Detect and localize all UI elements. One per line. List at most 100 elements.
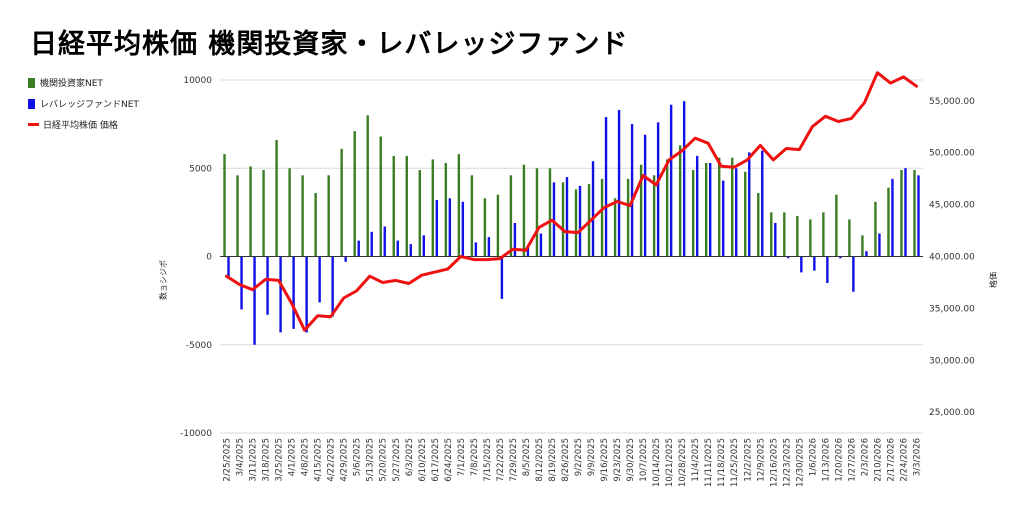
bar-inst [691,170,695,257]
x-tick-label: 12/30/2025 [795,438,805,487]
x-tick-label: 4/29/2025 [340,438,350,482]
bar-inst [652,175,656,257]
bar-inst [665,159,669,257]
bar-lev [917,175,920,257]
x-tick-label: 6/3/2025 [405,438,415,476]
left-tick-label: -10000 [180,429,212,439]
bar-lev [578,185,582,257]
bar-lev [448,198,452,257]
bar-lev [695,155,699,257]
x-tick-label: 7/1/2025 [457,438,467,476]
right-tick-label: 50,000.00 [929,149,975,159]
bar-lev [526,247,530,257]
bar-inst [639,164,643,257]
x-tick-label: 10/21/2025 [665,438,675,487]
x-tick-label: 1/6/2026 [808,438,818,476]
bar-inst [548,168,552,257]
bar-lev [344,256,347,262]
bar-lev [565,177,569,257]
bar-lev [708,162,712,257]
bar-inst [223,154,226,257]
bar-lev [669,104,673,257]
x-tick-label: 5/20/2025 [379,438,389,482]
bar-inst [457,154,461,257]
bar-inst [366,115,369,257]
bar-lev [761,150,764,257]
right-tick-label: 40,000.00 [929,253,975,263]
x-tick-label: 8/12/2025 [535,438,545,482]
right-tick-label: 45,000.00 [929,201,975,211]
bar-inst [405,155,408,257]
bar-inst [314,192,317,257]
legend-swatch-price [28,123,39,126]
bar-inst [600,178,604,257]
bar-inst [431,159,435,257]
bar-inst [262,170,265,257]
legend-label-lev: レバレッジファンドNET [40,100,139,110]
bar-inst [613,198,617,257]
bar-lev [604,117,608,257]
x-tick-label: 4/15/2025 [314,438,324,482]
x-tick-label: 2/3/2026 [860,438,870,476]
x-tick-label: 5/6/2025 [353,438,363,476]
x-tick-label: 9/23/2025 [613,438,623,482]
x-tick-label: 2/10/2026 [873,438,883,482]
x-tick-label: 7/29/2025 [509,438,519,482]
bar-lev [370,231,373,257]
bar-lev [904,168,907,257]
bar-inst [731,157,734,257]
bar-lev [279,256,282,333]
x-tick-label: 9/16/2025 [600,438,610,482]
bar-lev [682,101,686,257]
bar-inst [757,192,760,257]
bar-inst [353,131,356,257]
x-tick-label: 2/17/2026 [887,438,897,482]
bar-inst [574,189,578,257]
bar-lev [305,256,308,333]
bar-inst [809,219,812,257]
x-tick-label: 3/18/2025 [262,438,272,482]
x-tick-label: 5/27/2025 [392,438,402,482]
right-tick-label: 55,000.00 [929,97,975,107]
bar-lev [722,180,725,257]
bar-inst [718,157,721,257]
bar-lev [748,152,751,257]
x-tick-label: 6/10/2025 [418,438,428,482]
bar-lev [422,235,425,257]
bar-inst [913,170,916,257]
bar-inst [861,235,864,257]
x-tick-label: 12/2/2025 [743,438,753,482]
x-tick-label: 6/24/2025 [444,438,454,482]
bar-inst [522,164,526,257]
x-tick-label: 11/25/2025 [730,438,740,487]
x-tick-label: 10/14/2025 [652,438,662,487]
x-tick-label: 5/13/2025 [366,438,376,482]
right-tick-label: 25,000.00 [929,408,975,418]
x-tick-label: 10/28/2025 [678,438,688,487]
right-tick-label: 35,000.00 [929,304,975,314]
legend-swatch-lev [28,98,35,109]
legend-swatch-inst [28,77,35,88]
bar-inst [470,175,474,257]
bar-lev [852,256,855,292]
bar-inst [900,170,903,257]
x-tick-label: 6/17/2025 [431,438,441,482]
bar-lev [643,134,647,257]
x-tick-label: 9/9/2025 [587,438,597,476]
bar-lev [630,124,634,257]
x-tick-label: 3/25/2025 [275,438,285,482]
left-tick-label: -5000 [186,341,212,351]
bar-lev [800,256,803,273]
bar-inst [535,168,539,257]
left-tick-label: 5000 [189,164,212,174]
bar-inst [561,182,565,257]
x-tick-label: 4/1/2025 [288,438,298,476]
x-tick-label: 11/11/2025 [704,438,714,487]
x-tick-label: 12/9/2025 [756,438,766,482]
bar-lev [552,182,556,257]
bar-lev [357,240,360,257]
x-tick-label: 12/23/2025 [782,438,792,487]
x-tick-label: 2/24/2026 [900,438,910,482]
bar-lev [539,233,543,257]
bar-lev [617,110,621,257]
